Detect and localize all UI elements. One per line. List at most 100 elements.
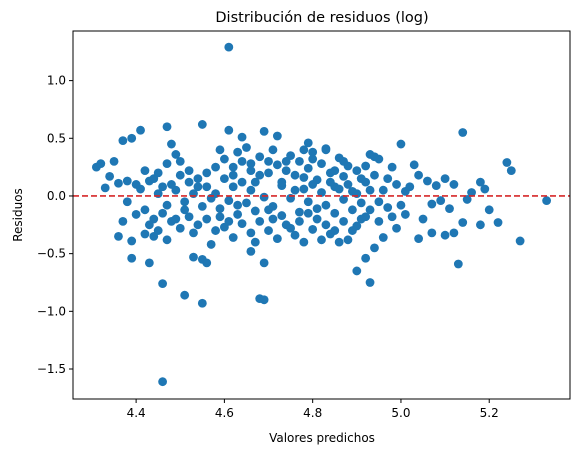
data-point	[198, 120, 207, 129]
data-point	[299, 173, 308, 182]
data-point	[458, 128, 467, 137]
data-point	[427, 228, 436, 237]
data-point	[127, 237, 136, 246]
data-point	[401, 187, 410, 196]
data-point	[224, 43, 233, 52]
data-point	[299, 145, 308, 154]
data-point	[246, 166, 255, 175]
y-tick-label: −1.5	[37, 362, 66, 376]
data-point	[118, 136, 127, 145]
data-point	[180, 197, 189, 206]
chart-title: Distribución de residuos (log)	[215, 10, 428, 26]
data-point	[163, 159, 172, 168]
data-point	[176, 171, 185, 180]
data-point	[273, 234, 282, 243]
data-point	[427, 200, 436, 209]
data-point	[269, 215, 278, 224]
data-point	[339, 172, 348, 181]
data-point	[229, 233, 238, 242]
data-point	[308, 180, 317, 189]
x-tick-label: 4.4	[127, 406, 146, 420]
x-tick-label: 5.2	[480, 406, 499, 420]
y-tick-label: 0.5	[47, 131, 66, 145]
data-point	[388, 212, 397, 221]
data-point	[246, 186, 255, 195]
data-point	[238, 219, 247, 228]
data-point	[224, 217, 233, 226]
data-point	[154, 226, 163, 235]
data-point	[366, 186, 375, 195]
data-point	[330, 166, 339, 175]
data-point	[502, 158, 511, 167]
data-point	[370, 152, 379, 161]
data-point	[313, 204, 322, 213]
data-point	[176, 157, 185, 166]
data-point	[397, 140, 406, 149]
data-point	[282, 166, 291, 175]
data-point	[198, 202, 207, 211]
data-point	[277, 211, 286, 220]
x-axis-label: Valores predichos	[269, 431, 375, 445]
data-point	[370, 243, 379, 252]
data-point	[167, 140, 176, 149]
data-point	[158, 377, 167, 386]
data-point	[304, 164, 313, 173]
data-point	[507, 166, 516, 175]
data-point	[308, 225, 317, 234]
data-point	[295, 208, 304, 217]
data-point	[229, 171, 238, 180]
y-tick-label: −1.0	[37, 304, 66, 318]
data-point	[233, 210, 242, 219]
data-point	[339, 157, 348, 166]
data-point	[132, 210, 141, 219]
data-point	[260, 127, 269, 136]
data-point	[114, 179, 123, 188]
data-point	[299, 185, 308, 194]
data-point	[185, 166, 194, 175]
data-point	[264, 226, 273, 235]
data-point	[286, 224, 295, 233]
data-point	[304, 197, 313, 206]
data-point	[454, 260, 463, 269]
data-point	[145, 220, 154, 229]
data-point	[141, 166, 150, 175]
data-point	[295, 217, 304, 226]
x-tick-label: 4.6	[215, 406, 234, 420]
data-point	[224, 196, 233, 205]
data-point	[383, 203, 392, 212]
data-point	[379, 186, 388, 195]
data-point	[366, 278, 375, 287]
data-point	[476, 178, 485, 187]
data-point	[211, 163, 220, 172]
data-point	[414, 171, 423, 180]
data-point	[352, 166, 361, 175]
data-point	[374, 217, 383, 226]
data-point	[251, 207, 260, 216]
data-point	[171, 215, 180, 224]
data-point	[194, 182, 203, 191]
data-point	[158, 279, 167, 288]
data-point	[542, 196, 551, 205]
data-point	[423, 177, 432, 186]
data-point	[361, 162, 370, 171]
data-point	[370, 171, 379, 180]
data-point	[207, 240, 216, 249]
data-point	[229, 163, 238, 172]
data-point	[158, 209, 167, 218]
data-point	[189, 253, 198, 262]
data-point	[458, 218, 467, 227]
data-point	[114, 232, 123, 241]
data-point	[348, 226, 357, 235]
data-point	[180, 291, 189, 300]
data-point	[163, 122, 172, 131]
data-point	[374, 197, 383, 206]
x-tick-label: 5.0	[391, 406, 410, 420]
data-point	[233, 148, 242, 157]
data-point	[322, 201, 331, 210]
data-point	[264, 205, 273, 214]
data-point	[141, 205, 150, 214]
data-point	[264, 157, 273, 166]
data-point	[366, 205, 375, 214]
data-point	[445, 204, 454, 213]
